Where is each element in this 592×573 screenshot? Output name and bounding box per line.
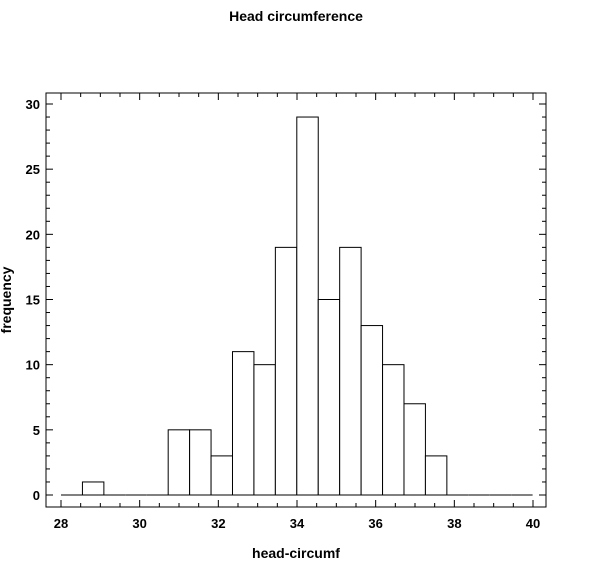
histogram-bar xyxy=(253,364,276,496)
histogram-bar xyxy=(382,364,405,496)
x-tick-label: 28 xyxy=(54,516,68,531)
histogram-bar xyxy=(339,246,362,496)
histogram-bar xyxy=(210,455,233,496)
histogram-bar xyxy=(360,325,384,496)
tick-labels-group: 28 30 32 34 36 38 40 0 5 10 15 20 25 30 xyxy=(26,97,541,531)
histogram-bar xyxy=(167,429,191,496)
y-axis-title: frequency xyxy=(0,266,14,333)
chart-title: Head circumference xyxy=(229,8,363,24)
histogram-bar xyxy=(231,351,255,496)
histogram-bar xyxy=(403,403,426,496)
histogram-bar xyxy=(189,429,212,496)
y-tick-label: 0 xyxy=(33,488,40,503)
x-tick-label: 32 xyxy=(211,516,225,531)
x-tick-label: 40 xyxy=(526,516,540,531)
y-tick-label: 25 xyxy=(26,162,40,177)
x-tick-label: 34 xyxy=(290,516,305,531)
histogram-bar xyxy=(81,481,105,496)
y-tick-label: 15 xyxy=(26,293,40,308)
x-axis-title: head-circumf xyxy=(252,545,340,561)
y-tick-label: 5 xyxy=(33,423,40,438)
x-tick-label: 38 xyxy=(447,516,461,531)
y-tick-label: 10 xyxy=(26,358,40,373)
histogram-bar xyxy=(424,455,448,496)
ticks-group xyxy=(46,93,546,507)
histogram-bar xyxy=(274,246,298,496)
y-tick-label: 20 xyxy=(26,227,40,242)
bars-group xyxy=(61,116,533,496)
x-tick-label: 36 xyxy=(368,516,382,531)
histogram-bar xyxy=(296,116,319,496)
y-tick-label: 30 xyxy=(26,97,40,112)
x-tick-label: 30 xyxy=(132,516,146,531)
histogram-bar xyxy=(317,299,341,496)
